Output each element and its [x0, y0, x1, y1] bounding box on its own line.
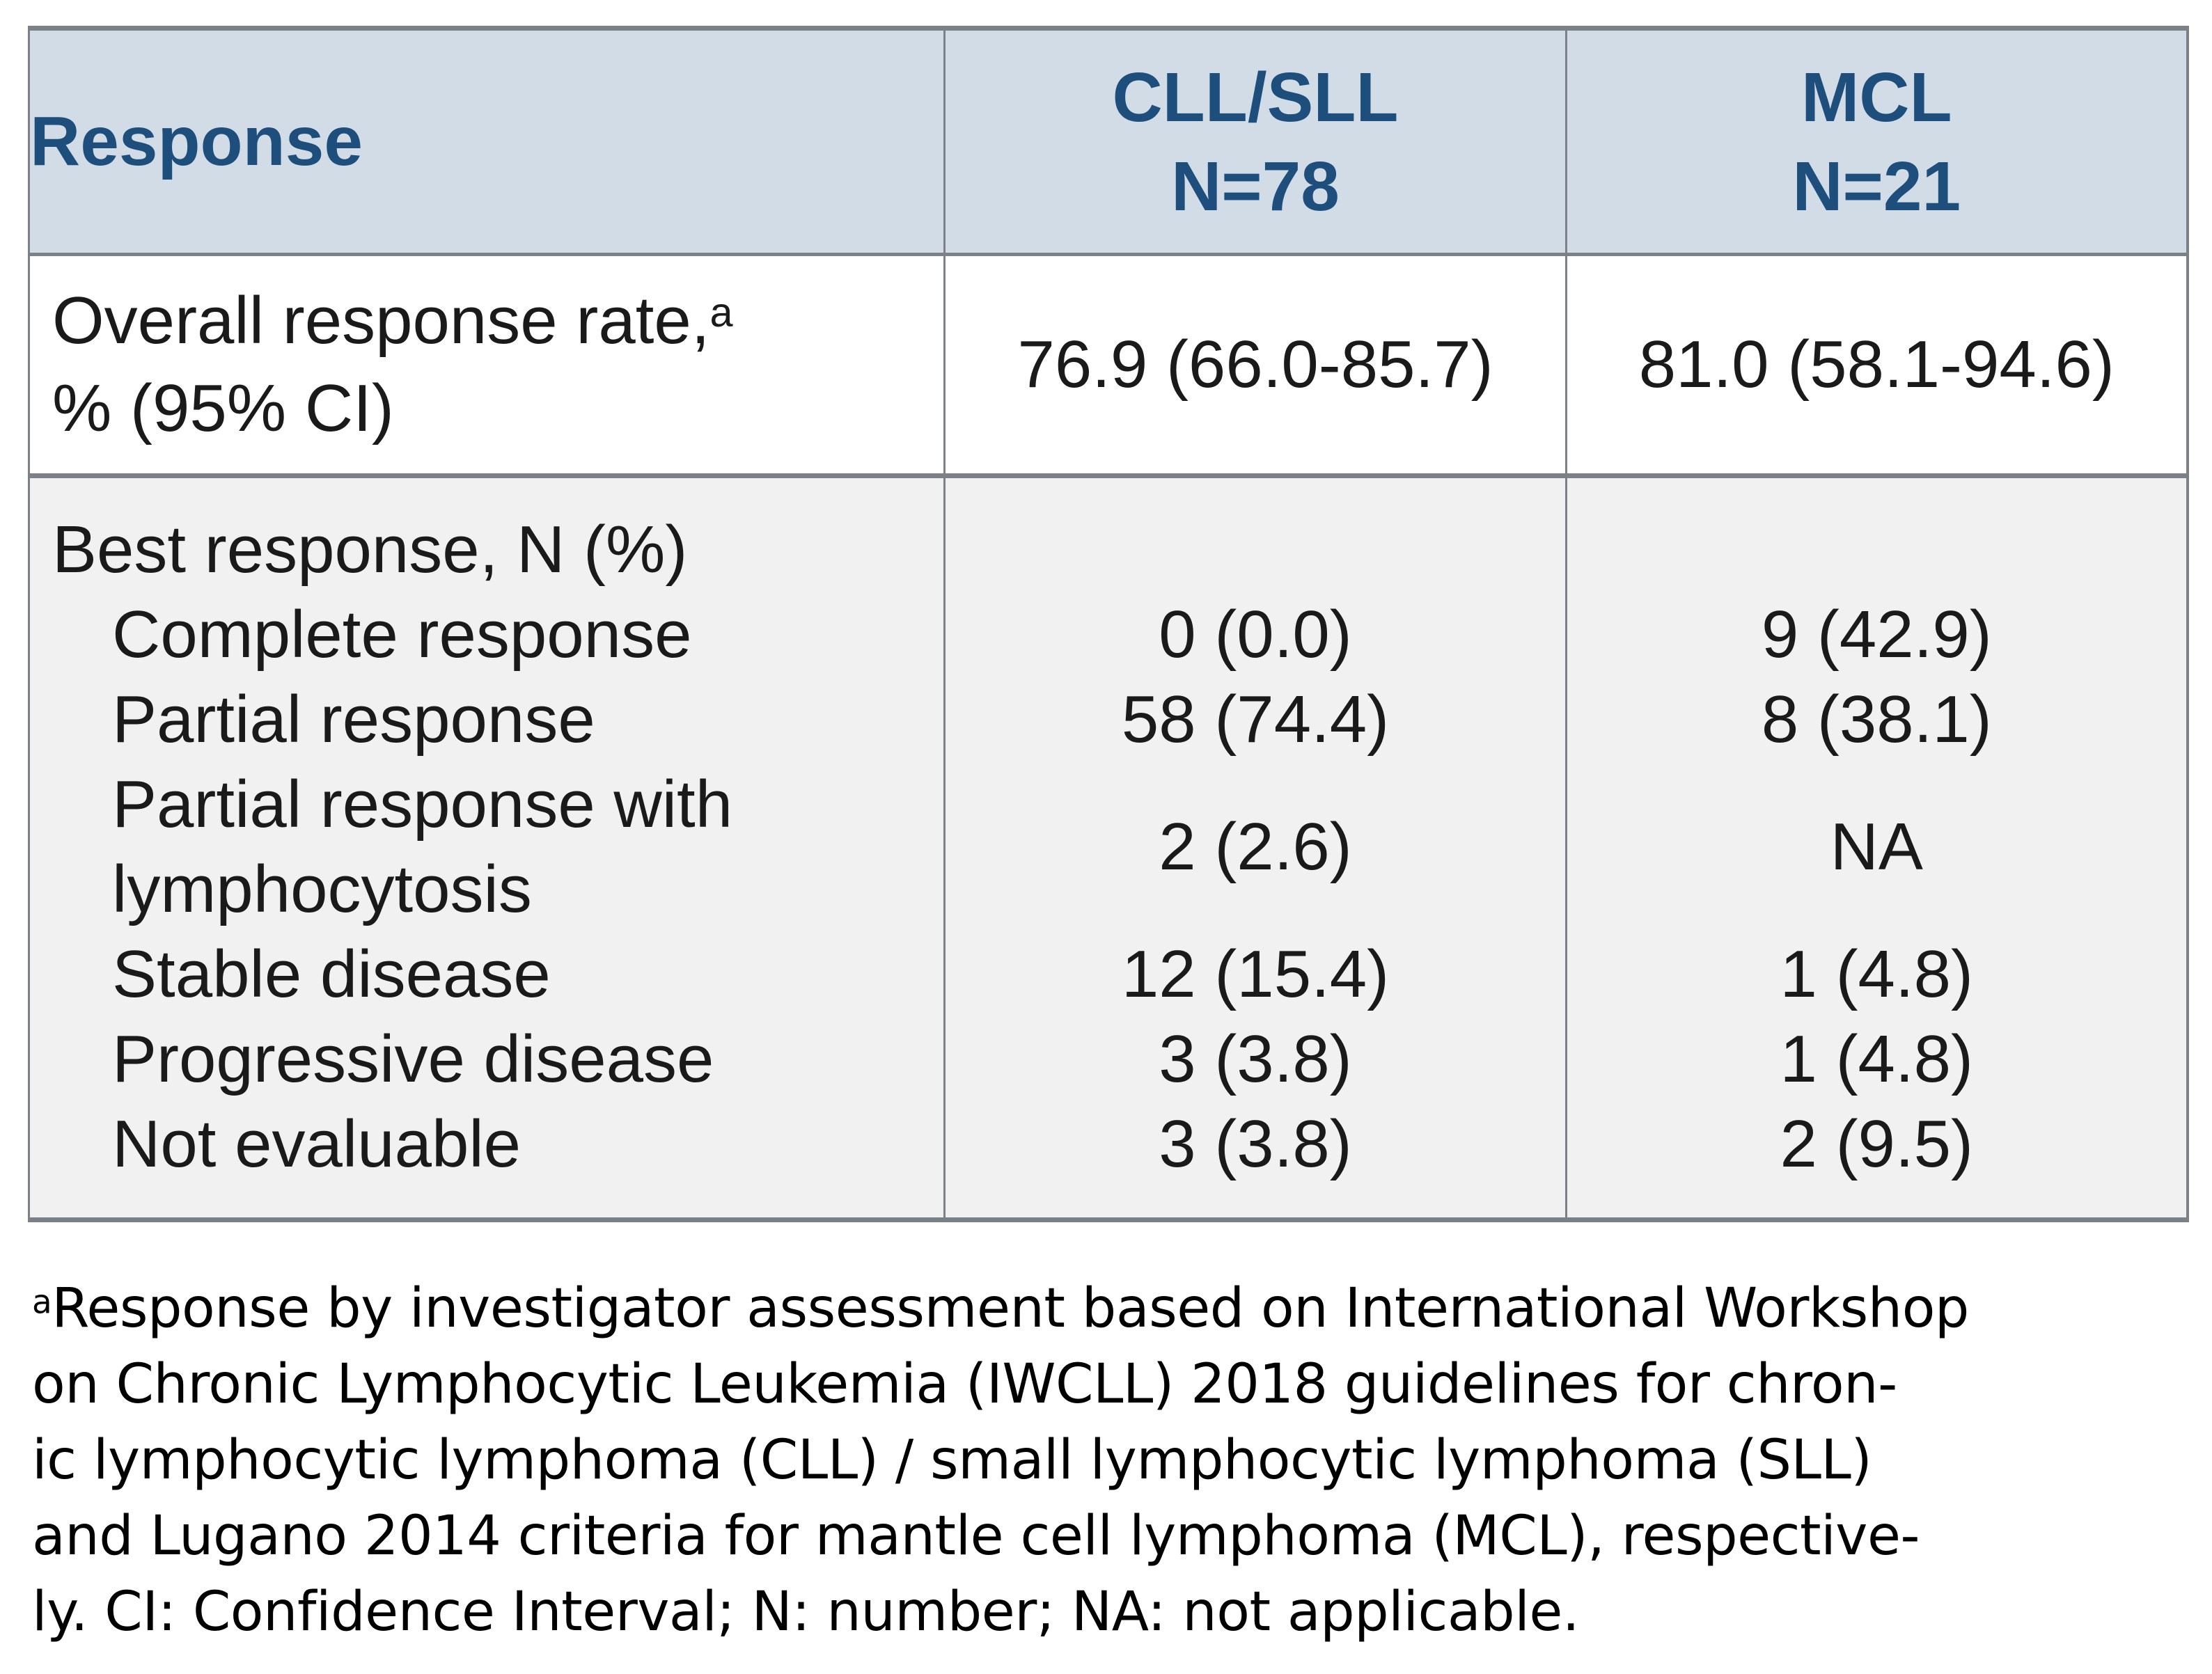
footnote-line-2: on Chronic Lymphocytic Leukemia (IWCLL) … [32, 1353, 1897, 1416]
cll-complete-response: 0 (0.0) [1159, 597, 1352, 672]
cll-partial-response-lymphocytosis: 2 (2.6) [1159, 810, 1352, 884]
header-response-label: Response [30, 102, 363, 180]
header-mcl-line2: N=21 [1792, 147, 1961, 226]
label-partial-response: Partial response [112, 682, 595, 757]
label-complete-response: Complete response [112, 597, 692, 672]
row-best-response-section: Best response, N (%) Complete response P… [28, 475, 2188, 1220]
footnote-line-4: and Lugano 2014 criteria for mantle cell… [32, 1505, 1920, 1568]
cll-partial-response: 58 (74.4) [1121, 682, 1390, 757]
footnote-line-5: ly. CI: Confidence Interval; N: number; … [32, 1581, 1580, 1643]
best-label-column: Best response, N (%) Complete response P… [28, 475, 946, 1220]
orr-mcl-value: 81.0 (58.1-94.6) [1565, 254, 2188, 478]
cll-progressive-disease: 3 (3.8) [1159, 1022, 1352, 1096]
header-mcl-line1: MCL [1801, 58, 1952, 136]
label-prl-line2: lymphocytosis [112, 852, 532, 926]
cll-stable-disease: 12 (15.4) [1121, 937, 1390, 1011]
label-partial-response-with-lymphocytosis: Partial response with lymphocytosis [30, 762, 943, 932]
mcl-complete-response: 9 (42.9) [1761, 597, 1992, 672]
header-cll-line1: CLL/SLL [1112, 58, 1399, 136]
mcl-partial-response: 8 (38.1) [1761, 682, 1992, 757]
orr-cll-value: 76.9 (66.0-85.7) [943, 254, 1567, 478]
orr-footnote-marker: a [709, 289, 733, 336]
header-response: Response [28, 28, 946, 256]
spacer [946, 507, 1565, 592]
mcl-not-evaluable: 2 (9.5) [1780, 1107, 1973, 1181]
cll-not-evaluable: 3 (3.8) [1159, 1107, 1352, 1181]
label-prl-line1: Partial response with [112, 767, 733, 842]
best-cll-column: 0 (0.0) 58 (74.4) 2 (2.6) 12 (15.4) 3 (3… [943, 475, 1567, 1220]
orr-label-cell: Overall response rate,a % (95% CI) [28, 254, 946, 478]
footnote-line-3: ic lymphocytic lymphoma (CLL) / small ly… [32, 1429, 1872, 1492]
row-overall-response-rate: Overall response rate,a % (95% CI) 76.9 … [28, 254, 2188, 478]
orr-label-line1: Overall response rate,a [52, 283, 733, 358]
spacer [1567, 507, 2186, 592]
label-not-evaluable: Not evaluable [112, 1107, 521, 1181]
best-mcl-column: 9 (42.9) 8 (38.1) NA 1 (4.8) 1 (4.8) 2 (… [1565, 475, 2188, 1220]
footnote-marker: a [32, 1284, 52, 1322]
footnote-line-1: aResponse by investigator assessment bas… [32, 1277, 1969, 1340]
label-progressive-disease: Progressive disease [112, 1022, 714, 1096]
best-response-header-label: Best response, N (%) [52, 512, 688, 587]
orr-label-line2: % (95% CI) [52, 371, 394, 445]
table-header-row: Response CLL/SLL N=78 MCL N=21 [28, 28, 2188, 256]
label-stable-disease: Stable disease [112, 937, 551, 1011]
response-table: Response CLL/SLL N=78 MCL N=21 Overall r… [28, 26, 2189, 1222]
mcl-stable-disease: 1 (4.8) [1780, 937, 1973, 1011]
footnote: aResponse by investigator assessment bas… [32, 1271, 2187, 1650]
header-cll-sll: CLL/SLL N=78 [943, 28, 1567, 256]
header-mcl: MCL N=21 [1565, 28, 2188, 256]
mcl-progressive-disease: 1 (4.8) [1780, 1022, 1973, 1096]
mcl-partial-response-lymphocytosis: NA [1830, 810, 1923, 884]
header-cll-line2: N=78 [1171, 147, 1340, 226]
